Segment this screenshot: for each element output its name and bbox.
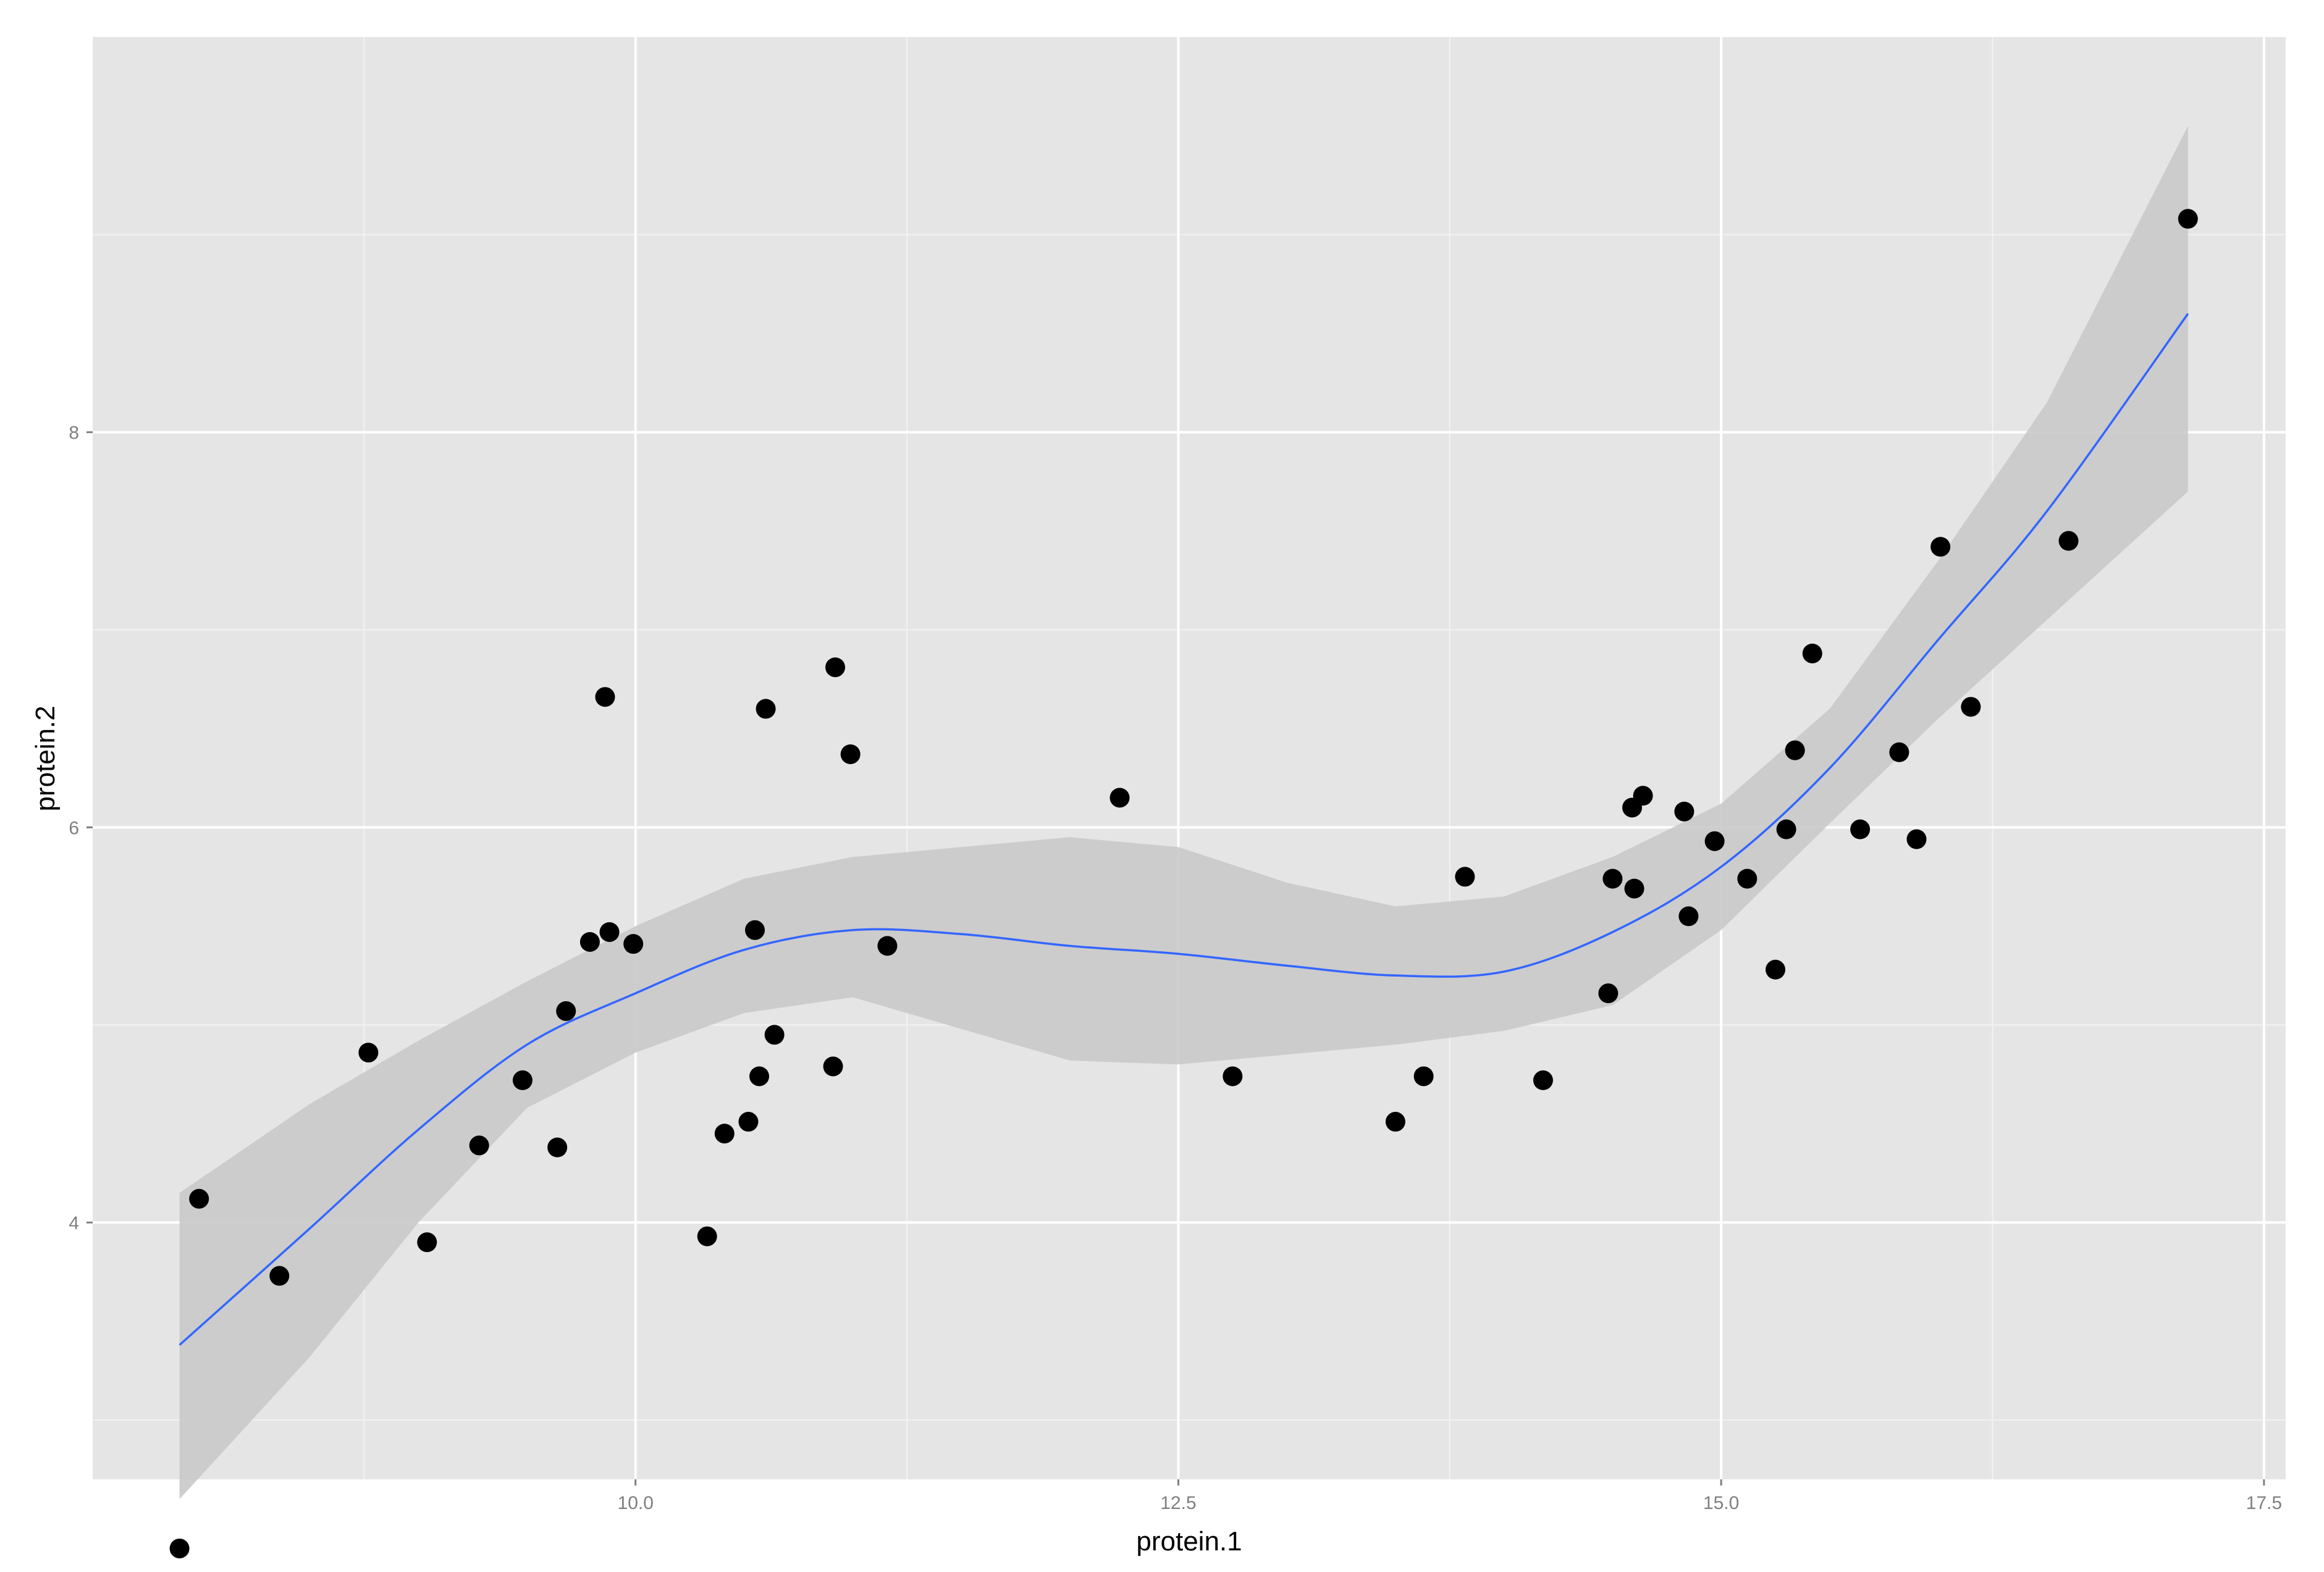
data-point [877,936,898,956]
data-point [823,1056,843,1077]
data-point [1602,868,1623,889]
data-point [1385,1112,1405,1132]
data-point [764,1025,785,1045]
data-point [1624,878,1644,899]
data-point [1766,959,1786,980]
data-point [1737,868,1758,889]
data-point [2058,531,2079,551]
data-point [738,1112,759,1132]
data-point [599,922,620,942]
data-point [756,699,776,719]
data-point [512,1070,533,1090]
data-point [1109,788,1130,808]
y-tick-label: 4 [69,1213,79,1234]
data-point [1413,1066,1434,1087]
data-point [556,1001,576,1021]
y-tick-label: 6 [69,818,79,838]
data-point [1223,1066,1243,1087]
x-axis-ticks: 10.0 12.5 15.0 17.5 [618,1479,2282,1513]
data-point [697,1226,717,1246]
x-axis-title: protein.1 [1136,1526,1242,1557]
data-point [469,1135,489,1156]
data-point [1704,831,1725,851]
data-point [840,744,861,765]
data-point [579,931,600,952]
data-point [623,934,644,954]
data-point [1785,740,1805,760]
x-tick-label: 10.0 [618,1493,654,1513]
y-tick-label: 8 [69,423,79,443]
data-point [547,1137,568,1158]
data-point [2178,209,2198,229]
data-point [1678,906,1699,927]
data-point [189,1188,209,1209]
data-point [825,657,846,678]
data-point [358,1043,379,1063]
x-tick-label: 15.0 [1703,1493,1739,1513]
y-axis-title: protein.2 [30,705,61,811]
data-point [1455,867,1475,887]
smooth-fit-line [179,313,2189,1346]
data-point [1598,983,1619,1004]
data-point [749,1066,770,1087]
major-gridlines [93,37,2286,1479]
data-point [595,687,615,707]
data-point [417,1232,437,1253]
data-point [1674,801,1695,822]
plot-panel [93,37,2286,1479]
data-point [1889,742,1909,762]
data-point [1961,697,1981,717]
data-point [1930,537,1951,557]
data-point [269,1266,290,1286]
x-tick-label: 17.5 [2246,1493,2282,1513]
data-point [745,920,765,940]
x-tick-label: 12.5 [1160,1493,1196,1513]
y-axis-ticks: 4 6 8 [69,423,93,1234]
data-point [169,1538,190,1558]
data-points [169,209,2198,1558]
data-point [1850,819,1871,839]
data-point [1802,643,1822,663]
data-point [1533,1070,1553,1090]
data-point [1906,829,1927,849]
data-point [1633,786,1653,806]
data-point [714,1124,735,1144]
data-point [1776,819,1796,839]
